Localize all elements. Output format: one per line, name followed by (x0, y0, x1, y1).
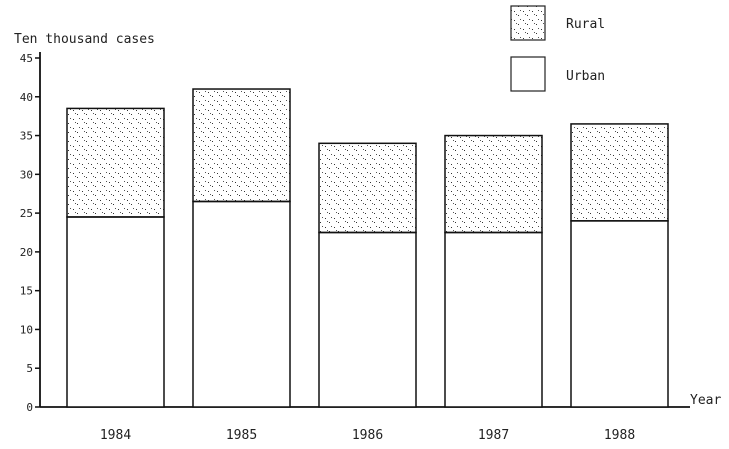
x-tick-label: 1988 (604, 428, 635, 443)
y-tick-label: 25 (20, 207, 33, 220)
bar-urban-1985 (192, 200, 291, 408)
bar-rural-1985 (192, 88, 291, 203)
x-axis-title: Year (690, 393, 721, 408)
bar-rural-1984 (66, 107, 165, 218)
x-tick-label: 1984 (100, 428, 131, 443)
y-tick-label: 15 (20, 285, 33, 298)
bar-rural-1987 (444, 134, 543, 234)
y-axis-title: Ten thousand cases (14, 32, 155, 47)
y-tick-label: 35 (20, 130, 33, 143)
bar-urban-1988 (570, 220, 669, 408)
legend-label-rural: Rural (566, 17, 605, 32)
bar-urban-1984 (66, 216, 165, 408)
y-tick-label: 45 (20, 52, 33, 65)
legend-item-urban: Urban (510, 56, 605, 92)
legend: Rural Urban (510, 5, 605, 92)
legend-swatch-urban (510, 56, 546, 92)
x-tick-label: 1985 (226, 428, 257, 443)
bar-urban-1986 (318, 231, 417, 408)
x-tick-label: 1987 (478, 428, 509, 443)
y-tick-label: 20 (20, 246, 33, 259)
bar-rural-1986 (318, 142, 417, 234)
bar-rural-1988 (570, 123, 669, 222)
y-tick-label: 30 (20, 168, 33, 181)
y-tick-label: 5 (26, 362, 33, 375)
legend-label-urban: Urban (566, 69, 605, 84)
x-tick-label: 1986 (352, 428, 383, 443)
y-tick-label: 40 (20, 91, 33, 104)
bar-urban-1987 (444, 231, 543, 408)
y-tick-label: 10 (20, 323, 33, 336)
legend-item-rural: Rural (510, 5, 605, 41)
y-tick-label: 0 (26, 401, 33, 414)
legend-swatch-rural (510, 5, 546, 41)
